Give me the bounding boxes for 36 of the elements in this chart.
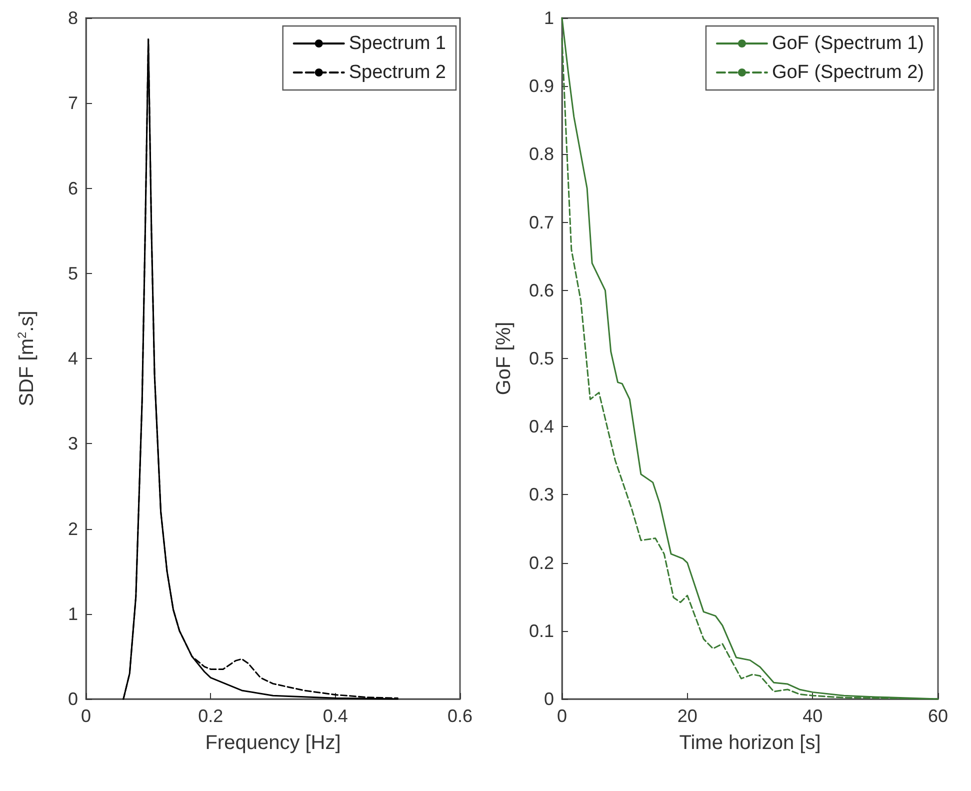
y-tick-label: 0.9 [528,76,554,96]
x-tick-label: 0 [80,706,92,726]
y-tick-label: 0.7 [528,212,554,232]
y-axis-title: GoF [%] [493,322,515,396]
y-tick-label: 7 [68,93,78,114]
y-tick-label: 6 [68,178,78,198]
y-tick-label: 5 [68,263,78,284]
x-tick-label: 0 [556,706,568,726]
x-axis-title: Time horizon [s] [679,732,821,754]
y-tick-label: 4 [68,348,78,368]
y-tick-label: 8 [68,8,78,28]
y-tick-label: 1 [68,604,78,624]
x-tick-label: 0.6 [447,706,473,726]
legend-label: Spectrum 2 [348,62,446,83]
y-axis-title: SDF [m2.s] [15,310,38,406]
y-tick-label: 3 [68,434,78,454]
y-tick-label: 0 [68,689,78,709]
y-tick-label: 1 [544,8,554,28]
x-tick-label: 20 [677,706,698,726]
legend-label: GoF (Spectrum 2) [772,62,924,83]
y-tick-label: 2 [68,518,78,539]
x-tick-label: 60 [928,706,948,726]
y-tick-label: 0.6 [528,280,554,300]
y-tick-label: 0.2 [528,552,554,573]
x-tick-label: 40 [802,706,823,726]
legend-label: GoF (Spectrum 1) [772,33,924,54]
x-tick-label: 0.4 [322,706,348,726]
y-tick-label: 0.1 [528,620,554,641]
y-tick-label: 0 [544,689,554,709]
y-tick-label: 0.5 [528,348,554,368]
y-tick-label: 0.3 [528,484,554,505]
y-tick-label: 0.8 [528,144,554,164]
y-tick-label: 0.4 [528,416,554,437]
legend-label: Spectrum 1 [348,33,446,54]
x-axis-title: Frequency [Hz] [205,732,341,754]
x-tick-label: 0.2 [198,706,224,726]
